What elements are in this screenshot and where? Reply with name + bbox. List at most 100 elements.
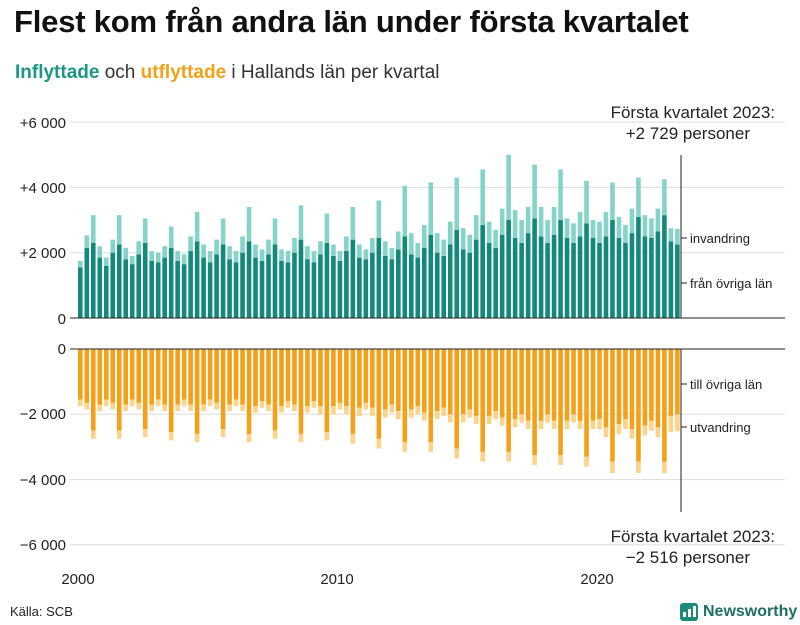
bar-in-immigration bbox=[78, 260, 83, 268]
bar-out-emigration bbox=[298, 433, 304, 443]
series-label-till-ovriga-lan: till övriga län bbox=[690, 377, 762, 392]
bar-out-emigration bbox=[194, 433, 200, 443]
bar-in-immigration bbox=[84, 235, 90, 248]
bar-out-domestic bbox=[525, 349, 531, 421]
bar-out-domestic bbox=[279, 349, 284, 407]
bar-in-domestic bbox=[90, 242, 96, 318]
bar-in-immigration bbox=[175, 251, 180, 261]
bar-in-immigration bbox=[227, 246, 232, 260]
bar-in-domestic bbox=[357, 257, 362, 318]
bar-out-emigration bbox=[668, 415, 674, 433]
bar-out-emigration bbox=[616, 424, 622, 434]
bar-out-domestic bbox=[383, 349, 388, 410]
bar-out-domestic bbox=[123, 349, 129, 405]
newsworthy-logo[interactable]: Newsworthy bbox=[680, 601, 797, 623]
bar-in-domestic bbox=[623, 242, 628, 318]
bar-out-emigration bbox=[655, 427, 661, 438]
bar-in-immigration bbox=[142, 218, 148, 243]
bar-in-immigration bbox=[162, 246, 167, 258]
bar-out-emigration bbox=[337, 402, 343, 410]
bar-out-domestic bbox=[363, 349, 369, 403]
bar-out-emigration bbox=[441, 407, 447, 416]
y-tick-upper-3: 0 bbox=[58, 311, 66, 328]
bar-out-emigration bbox=[155, 399, 161, 407]
bar-out-domestic bbox=[311, 349, 317, 402]
bar-out-emigration bbox=[525, 420, 531, 429]
y-tick-upper-1: +4 000 bbox=[20, 180, 66, 197]
bar-in-domestic bbox=[597, 242, 602, 318]
bar-in-domestic bbox=[129, 264, 135, 318]
bar-out-emigration bbox=[473, 415, 479, 425]
bar-in-domestic bbox=[227, 259, 232, 318]
bar-out-emigration bbox=[363, 402, 369, 410]
bar-in-immigration bbox=[649, 218, 654, 239]
bar-in-domestic bbox=[525, 233, 531, 318]
bar-out-domestic bbox=[305, 349, 310, 407]
y-tick-upper-2: +2 000 bbox=[20, 245, 66, 262]
bar-out-emigration bbox=[376, 438, 382, 449]
bar-in-immigration bbox=[337, 251, 343, 261]
bar-in-domestic bbox=[668, 241, 674, 318]
bar-out-domestic bbox=[142, 349, 148, 429]
bar-in-immigration bbox=[428, 182, 434, 235]
bar-in-immigration bbox=[311, 251, 317, 263]
bar-out-domestic bbox=[103, 349, 109, 400]
bar-out-domestic bbox=[233, 349, 239, 400]
series-label-utvandring: utvandring bbox=[690, 420, 751, 435]
bar-in-domestic bbox=[584, 223, 589, 318]
source-note: Källa: SCB bbox=[10, 604, 73, 619]
bar-out-domestic bbox=[181, 349, 187, 400]
bar-out-emigration bbox=[233, 399, 239, 407]
bar-in-domestic bbox=[240, 252, 245, 318]
bar-out-domestic bbox=[129, 349, 135, 400]
bar-out-emigration bbox=[402, 442, 408, 452]
bar-in-domestic bbox=[305, 259, 310, 318]
bar-in-domestic bbox=[162, 257, 167, 318]
bar-out-domestic bbox=[389, 349, 395, 405]
bar-in-domestic bbox=[519, 242, 524, 318]
bar-out-domestic bbox=[486, 349, 492, 416]
bar-in-domestic bbox=[149, 260, 154, 318]
bar-out-emigration bbox=[662, 461, 667, 474]
bar-out-domestic bbox=[175, 349, 180, 405]
bar-out-domestic bbox=[473, 349, 479, 416]
bar-out-emigration bbox=[162, 404, 167, 412]
y-tick-upper-0: +6 000 bbox=[20, 115, 66, 132]
bar-out-domestic bbox=[662, 349, 667, 462]
bar-in-domestic bbox=[220, 244, 226, 318]
bar-out-domestic bbox=[246, 349, 252, 434]
bar-out-emigration bbox=[279, 406, 284, 413]
bar-in-immigration bbox=[577, 211, 583, 237]
bar-out-domestic bbox=[434, 349, 440, 412]
bar-in-domestic bbox=[337, 260, 343, 318]
y-tick-lower-3: −6 000 bbox=[20, 537, 66, 554]
bar-in-domestic bbox=[389, 259, 395, 318]
bar-in-domestic bbox=[662, 215, 667, 318]
bar-out-domestic bbox=[331, 349, 336, 407]
bar-in-domestic bbox=[590, 238, 596, 318]
bar-out-domestic bbox=[590, 349, 596, 421]
bar-in-domestic bbox=[272, 244, 278, 318]
bar-in-immigration bbox=[454, 177, 460, 230]
bar-in-domestic bbox=[616, 238, 622, 318]
bar-out-domestic bbox=[616, 349, 622, 425]
bar-out-emigration bbox=[220, 428, 226, 438]
bar-in-immigration bbox=[194, 211, 200, 242]
bar-in-domestic bbox=[532, 218, 537, 318]
bar-out-emigration bbox=[227, 404, 232, 412]
bar-out-domestic bbox=[162, 349, 167, 405]
bar-in-domestic bbox=[233, 262, 239, 318]
bar-out-domestic bbox=[110, 349, 116, 403]
bar-out-domestic bbox=[564, 349, 570, 421]
bar-in-domestic bbox=[636, 216, 641, 318]
bar-out-emigration bbox=[590, 420, 596, 429]
bar-in-domestic bbox=[324, 242, 330, 318]
bar-out-emigration bbox=[110, 402, 116, 410]
bar-out-emigration bbox=[84, 402, 90, 410]
bar-in-immigration bbox=[240, 236, 245, 253]
annotation-bottom-line2: −2 516 personer bbox=[626, 548, 751, 567]
bar-out-emigration bbox=[142, 428, 148, 438]
bar-in-immigration bbox=[214, 239, 219, 255]
bar-in-immigration bbox=[97, 246, 103, 258]
bar-out-domestic bbox=[493, 349, 498, 412]
